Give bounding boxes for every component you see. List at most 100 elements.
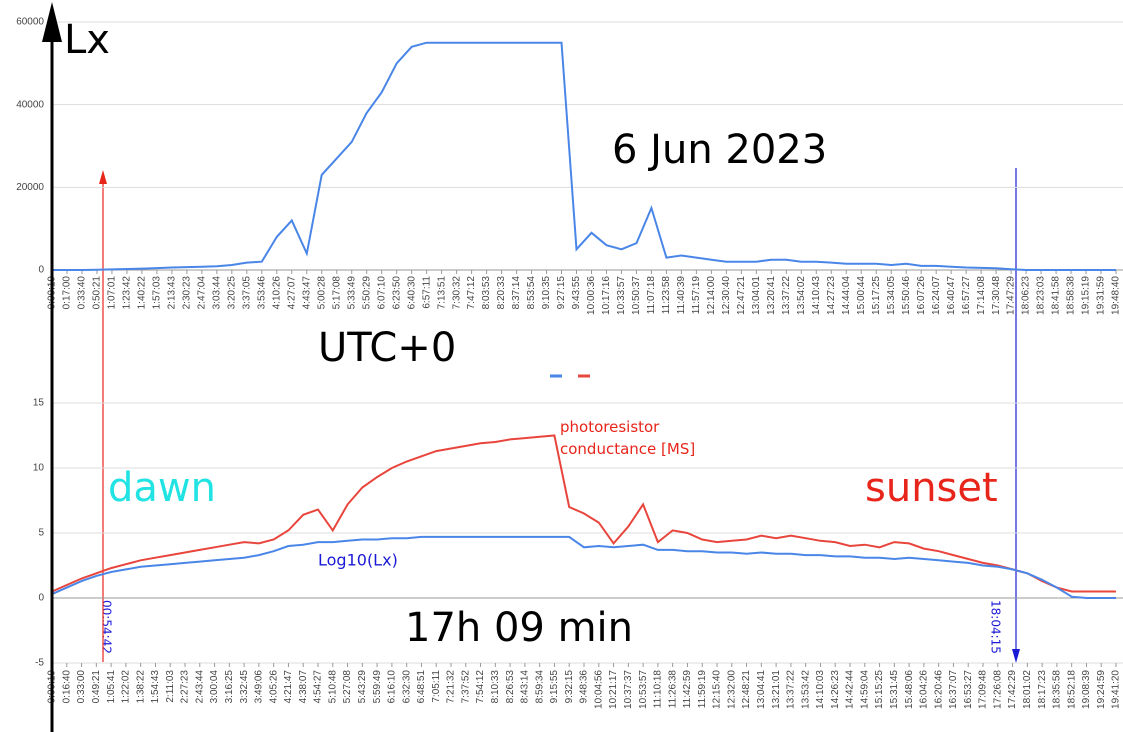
x-tick-label: 5:50:29	[361, 276, 372, 310]
x-tick-label: 9:15:55	[549, 670, 560, 704]
x-tick-label: 16:20:46	[933, 670, 944, 709]
x-tick-label: 16:57:27	[961, 276, 972, 315]
x-tick-label: 17:26:08	[992, 670, 1003, 709]
x-tick-label: 12:32:00	[726, 670, 737, 709]
x-tick-label: 7:13:51	[436, 276, 447, 310]
x-tick-label: 0:33:40	[77, 276, 88, 310]
x-tick-label: 13:20:41	[766, 276, 777, 315]
x-tick-label: 7:54:12	[475, 670, 486, 704]
x-tick-label: 0:49:21	[91, 670, 102, 704]
x-tick-label: 18:58:38	[1066, 276, 1077, 315]
x-tick-label: 14:44:04	[841, 276, 852, 315]
x-tick-label: 15:15:25	[874, 670, 885, 709]
x-tick-label: 17:14:08	[976, 276, 987, 315]
x-tick-label: 19:31:59	[1096, 276, 1107, 315]
x-tick-label: 11:07:18	[646, 276, 657, 315]
x-tick-label: 3:32:45	[239, 670, 250, 704]
x-tick-label: 1:05:41	[106, 670, 117, 704]
x-tick-label: 8:37:14	[511, 276, 522, 310]
axis-arrow	[42, 2, 62, 42]
x-tick-label: 17:47:29	[1006, 276, 1017, 315]
x-tick-label: 19:08:39	[1081, 670, 1092, 709]
x-tick-label: 14:42:44	[845, 670, 856, 709]
x-tick-label: 10:21:17	[608, 670, 619, 709]
x-tick-label: 16:07:26	[916, 276, 927, 315]
x-tick-label: 5:27:08	[342, 670, 353, 704]
x-tick-label: 12:15:40	[712, 670, 723, 709]
x-tick-label: 13:04:01	[751, 276, 762, 315]
x-tick-label: 0:17:00	[62, 276, 73, 310]
x-tick-label: 18:41:58	[1051, 276, 1062, 315]
x-tick-label: 1:40:22	[137, 276, 148, 310]
x-tick-label: 10:17:16	[601, 276, 612, 315]
x-tick-label: 7:47:12	[466, 276, 477, 310]
x-tick-label: 8:26:53	[505, 670, 516, 704]
x-tick-label: 9:10:35	[541, 276, 552, 310]
x-tick-label: 1:22:02	[121, 670, 132, 704]
x-tick-label: 2:11:03	[165, 670, 176, 703]
chart-title: 6 Jun 2023	[612, 127, 827, 173]
x-tick-label: 15:48:06	[904, 670, 915, 709]
x-tick-label: 2:30:23	[182, 276, 193, 310]
dawn-time: 00:54:42	[100, 600, 114, 654]
x-tick-label: 8:03:53	[481, 276, 492, 310]
series-line	[51, 535, 1116, 599]
x-tick-label: 14:27:23	[826, 276, 837, 315]
x-tick-label: 13:37:22	[781, 276, 792, 315]
y-axis-label: Lx	[64, 17, 110, 63]
x-tick-label: 10:04:56	[593, 670, 604, 709]
x-tick-label: 13:04:41	[756, 670, 767, 709]
y-tick-label: 40000	[16, 99, 44, 110]
y-tick-label: 10	[33, 463, 45, 474]
x-tick-label: 8:20:33	[496, 276, 507, 310]
x-tick-label: 7:30:32	[451, 276, 462, 310]
series-line	[52, 41, 1116, 271]
x-tick-label: 10:37:37	[623, 670, 634, 709]
x-tick-label: 18:52:18	[1066, 670, 1077, 709]
x-tick-label: 11:10:18	[653, 670, 664, 709]
x-tick-label: 11:40:39	[676, 276, 687, 315]
x-tick-label: 11:59:19	[697, 670, 708, 709]
x-tick-label: 9:32:15	[564, 670, 575, 704]
x-tick-label: 5:33:49	[346, 276, 357, 310]
x-tick-label: 2:27:23	[180, 670, 191, 704]
x-tick-label: 19:15:19	[1081, 276, 1092, 315]
x-tick-label: 18:17:23	[1037, 670, 1048, 709]
x-tick-label: 11:42:59	[682, 670, 693, 709]
series-label: Log10(Lx)	[318, 551, 398, 570]
x-tick-label: 18:23:03	[1036, 276, 1047, 315]
x-tick-label: 19:48:40	[1111, 276, 1122, 315]
x-tick-label: 12:47:21	[736, 276, 747, 315]
sunset-label: sunset	[865, 465, 998, 511]
x-tick-label: 9:43:55	[571, 276, 582, 310]
x-tick-label: 12:14:00	[706, 276, 717, 315]
y-tick-label: 5	[38, 528, 44, 539]
x-tick-label: 5:17:08	[331, 276, 342, 310]
x-tick-label: 17:09:48	[978, 670, 989, 709]
x-tick-label: 8:53:54	[526, 276, 537, 310]
x-tick-label: 1:57:03	[152, 276, 163, 310]
x-axis-label: UTC+0	[318, 325, 456, 371]
x-tick-label: 16:40:47	[946, 276, 957, 315]
x-tick-label: 2:43:44	[194, 670, 205, 704]
x-tick-label: 12:30:40	[721, 276, 732, 315]
x-tick-label: 3:53:46	[256, 276, 267, 310]
x-tick-label: 2:13:43	[167, 276, 178, 310]
x-tick-label: 13:21:01	[771, 670, 782, 709]
x-tick-label: 17:42:29	[1007, 670, 1018, 709]
x-tick-label: 4:10:26	[271, 276, 282, 310]
x-tick-label: 15:34:05	[886, 276, 897, 315]
x-tick-label: 6:48:51	[416, 670, 427, 704]
y-tick-label: 60000	[16, 17, 44, 28]
x-tick-label: 15:17:25	[871, 276, 882, 315]
duration-label: 17h 09 min	[405, 605, 633, 651]
x-tick-label: 9:27:15	[556, 276, 567, 310]
x-tick-label: 3:49:06	[254, 670, 265, 704]
x-tick-label: 11:57:19	[691, 276, 702, 315]
x-tick-label: 8:43:14	[520, 670, 531, 704]
series-line	[51, 434, 1116, 593]
x-tick-label: 6:40:30	[406, 276, 417, 310]
x-tick-label: 10:50:37	[631, 276, 642, 315]
x-tick-label: 7:21:32	[446, 670, 457, 704]
